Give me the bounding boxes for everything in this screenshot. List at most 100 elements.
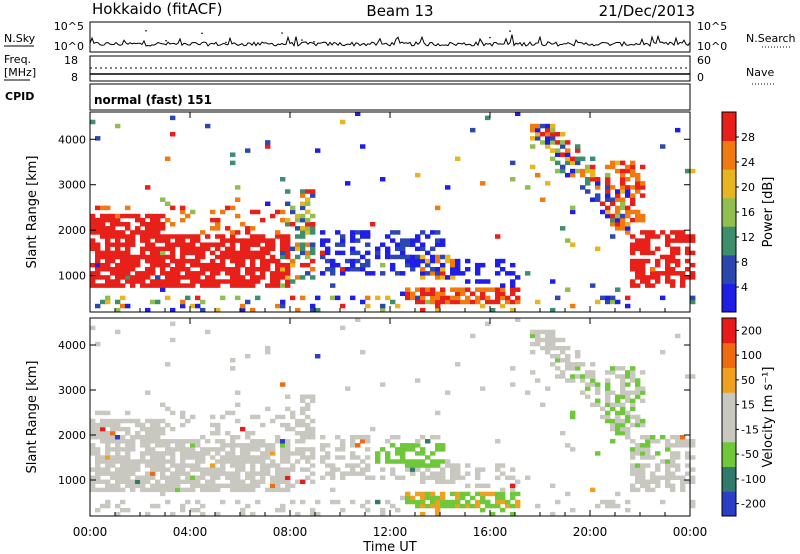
power-cell bbox=[160, 234, 166, 239]
power-cell bbox=[115, 254, 121, 260]
power-cell bbox=[275, 209, 281, 215]
velocity-cell bbox=[210, 487, 216, 493]
power-cell bbox=[375, 246, 381, 252]
power-cell bbox=[95, 205, 101, 211]
power-cell bbox=[485, 115, 491, 121]
velocity-cell bbox=[270, 463, 276, 468]
velocity-cell bbox=[240, 447, 246, 452]
velocity-cell bbox=[215, 467, 221, 472]
power-cell bbox=[340, 242, 346, 247]
velocity-cell bbox=[200, 455, 206, 460]
velocity-cell bbox=[580, 362, 586, 367]
power-cell bbox=[150, 222, 156, 227]
colorbar-frame bbox=[721, 317, 737, 517]
power-cell bbox=[595, 177, 601, 182]
power-cell bbox=[340, 238, 346, 243]
velocity-cell bbox=[350, 499, 356, 505]
velocity-cell bbox=[480, 495, 486, 501]
velocity-cell bbox=[315, 511, 321, 517]
velocity-cell bbox=[360, 467, 366, 472]
power-cell bbox=[325, 246, 331, 252]
velocity-cell bbox=[165, 422, 171, 428]
velocity-cell bbox=[630, 366, 636, 371]
power-cell bbox=[430, 295, 436, 301]
power-cell bbox=[605, 189, 611, 194]
velocity-cell bbox=[235, 475, 241, 480]
velocity-cell bbox=[160, 402, 166, 408]
power-cell bbox=[480, 287, 486, 292]
power-cell bbox=[420, 242, 426, 247]
power-cell bbox=[220, 209, 226, 215]
power-cell bbox=[110, 258, 116, 264]
power-cell bbox=[140, 238, 146, 243]
power-cell bbox=[115, 234, 121, 239]
velocity-cell bbox=[95, 467, 101, 472]
velocity-cell bbox=[675, 333, 681, 339]
velocity-cell bbox=[240, 479, 246, 484]
power-cell bbox=[160, 283, 166, 288]
power-cell bbox=[295, 275, 301, 280]
power-cell bbox=[565, 238, 571, 243]
power-cell bbox=[95, 271, 101, 276]
power-cell bbox=[225, 250, 231, 256]
power-cell bbox=[100, 222, 106, 227]
power-cell bbox=[165, 242, 171, 247]
velocity-cell bbox=[125, 483, 131, 489]
power-cell bbox=[555, 148, 561, 153]
power-cell bbox=[510, 283, 516, 288]
power-cell bbox=[155, 230, 161, 235]
velocity-cell bbox=[665, 443, 671, 448]
velocity-cell bbox=[165, 483, 171, 489]
velocity-cell bbox=[100, 471, 106, 476]
power-cell bbox=[495, 299, 501, 305]
power-cell bbox=[620, 177, 626, 182]
velocity-cell bbox=[660, 459, 666, 464]
power-cell bbox=[545, 140, 551, 145]
velocity-cell bbox=[130, 435, 136, 440]
power-cell bbox=[545, 123, 551, 129]
power-cell bbox=[435, 258, 441, 264]
power-cell bbox=[380, 307, 386, 313]
velocity-cell bbox=[230, 410, 236, 416]
power-cell bbox=[665, 238, 671, 243]
velocity-cell bbox=[275, 414, 281, 420]
velocity-cell bbox=[310, 511, 316, 517]
power-cell bbox=[690, 250, 696, 256]
power-cell bbox=[175, 275, 181, 280]
power-cell bbox=[160, 262, 166, 268]
power-cell bbox=[125, 226, 131, 231]
velocity-cell bbox=[425, 495, 431, 501]
velocity-cell bbox=[285, 487, 291, 493]
power-cell bbox=[105, 283, 111, 288]
velocity-cell bbox=[390, 503, 396, 509]
nsky-trace bbox=[89, 29, 691, 48]
power-cell bbox=[230, 271, 236, 276]
velocity-cell bbox=[265, 443, 271, 448]
power-cell bbox=[155, 213, 161, 219]
power-cell bbox=[640, 193, 646, 198]
power-cell bbox=[105, 262, 111, 268]
power-cell bbox=[190, 262, 196, 268]
power-cell bbox=[150, 299, 156, 305]
velocity-cell bbox=[215, 451, 221, 456]
velocity-cell bbox=[260, 439, 266, 444]
velocity-cell bbox=[200, 435, 206, 440]
velocity-cell bbox=[555, 345, 561, 351]
velocity-cell bbox=[155, 418, 161, 424]
velocity-cell bbox=[440, 459, 446, 464]
power-cell bbox=[625, 168, 631, 174]
velocity-cell bbox=[610, 426, 616, 432]
power-cell bbox=[320, 271, 326, 276]
power-cell bbox=[155, 222, 161, 227]
power-cell bbox=[265, 144, 271, 149]
power-cell bbox=[205, 123, 211, 129]
velocity-cell bbox=[225, 455, 231, 460]
velocity-cell bbox=[600, 406, 606, 412]
velocity-cell bbox=[125, 463, 131, 468]
power-cell bbox=[310, 267, 316, 272]
velocity-cell bbox=[135, 459, 141, 464]
velocity-cell bbox=[255, 439, 261, 444]
velocity-cell bbox=[305, 435, 311, 440]
velocity-cell bbox=[645, 487, 651, 493]
velocity-cell bbox=[435, 463, 441, 468]
